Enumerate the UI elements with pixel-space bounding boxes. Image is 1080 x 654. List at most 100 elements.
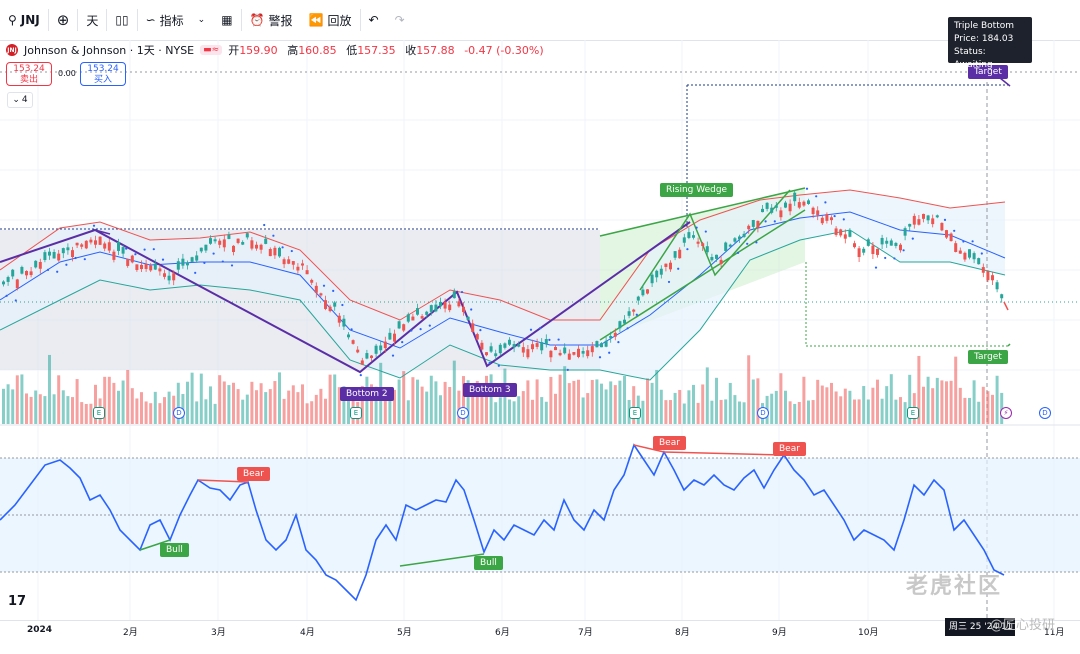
rising-wedge-label[interactable]: Rising Wedge [660,183,734,197]
candle-body [774,205,778,208]
symbol-search[interactable]: ⚲ JNJ [0,0,48,40]
psar-dot [539,326,542,330]
symbol-title: Johnson & Johnson · 1天 · NYSE [24,44,195,57]
close-label: 收 [405,44,417,57]
alert-button[interactable]: ⏰ 警报 [242,0,301,40]
volume-bar [314,394,318,424]
volume-bar [121,380,125,424]
sell-price: 153.24 [13,64,45,74]
volume-bar [48,354,51,424]
volume-bar [319,388,323,424]
volume-bar [719,399,723,424]
volume-bar [103,376,107,424]
alert-label: 警报 [268,13,293,28]
watermark-text: 老虎社区 [906,574,1003,599]
volume-bar [222,381,226,424]
volume-bar [11,389,15,424]
tooltip-status: Status: Awaiting [954,47,993,70]
indicators-collapse-button[interactable]: ⌄ 4 [7,92,33,108]
tradingview-logo[interactable]: 17 [8,594,27,609]
target-bottom-label[interactable]: Target [968,350,1008,364]
undo-button[interactable]: ↶ [361,0,387,40]
dividend-event-icon[interactable]: D [1039,407,1051,419]
volume-bar [402,371,406,424]
indicators-button[interactable]: ∽ 指标 ⌄ [138,0,214,40]
candle-body [314,285,318,293]
axis-label: 5月 [397,628,412,638]
dividend-event-icon[interactable]: D [757,407,769,419]
earnings-event-icon[interactable]: E [350,407,362,419]
candle-body [66,247,70,251]
candle-body [673,251,677,258]
buy-button[interactable]: 153.24 买入 [80,62,126,86]
open-value: 159.90 [239,44,278,57]
bull-divergence-2 [399,553,485,567]
dividend-event-icon[interactable]: D [457,407,469,419]
watermark-author: @匠心投研 [990,618,1056,633]
chart-type-button[interactable]: ▯▯ [107,0,136,40]
split-event-icon[interactable]: ⚡ [1000,407,1012,419]
replay-button[interactable]: ⏪ 回放 [301,0,360,40]
price-chart[interactable] [0,0,1080,620]
earnings-event-icon[interactable]: E [907,407,919,419]
candle-body [379,345,383,351]
bottom2-label[interactable]: Bottom 2 [340,387,394,401]
dividend-event-icon[interactable]: D [173,407,185,419]
volume-bar [94,384,97,424]
symbol-info-bar: JNJ Johnson & Johnson · 1天 · NYSE ▬≈ 开15… [6,42,550,58]
axis-label: 10月 [858,628,879,638]
interval-button[interactable]: 天 [78,0,106,40]
volume-bar [646,378,649,424]
candle-body [301,263,304,266]
volume-bar [788,401,792,424]
bear-label-3[interactable]: Bear [773,442,806,456]
volume-bar [287,390,291,424]
candle-body [273,247,277,256]
compare-button[interactable]: ⊕ [49,0,78,40]
alarm-icon: ⏰ [249,13,265,27]
candle-body [411,316,415,321]
axis-label: 11月 [1044,628,1065,638]
earnings-event-icon[interactable]: E [93,407,105,419]
target-top-label[interactable]: Target [968,65,1008,79]
candle-body [876,248,879,255]
volume-bar [954,356,958,424]
candle-body [765,202,769,209]
psar-dot [686,248,689,251]
tooltip-title: Triple Bottom [954,21,1014,31]
candle-body [268,249,272,257]
redo-button[interactable]: ↷ [387,0,413,40]
candle-body [866,239,870,246]
volume-bar [153,391,157,424]
time-axis[interactable]: 2024 2月 3月 4月 5月 6月 7月 8月 9月 10月 11月 [0,620,1080,650]
layout-button[interactable]: ▦ [213,0,240,40]
candle-body [820,217,824,224]
candle-body [830,217,833,221]
volume-bar [158,403,162,424]
volume-bar [590,379,594,424]
candle-body [135,264,139,270]
bull-label-1[interactable]: Bull [160,543,189,557]
volume-bar [190,372,194,424]
bear-label-1[interactable]: Bear [237,467,270,481]
psar-dot [815,195,818,198]
volume-bar [797,402,801,424]
candle-body [508,339,511,345]
psar-dot [824,201,827,204]
bull-label-2[interactable]: Bull [474,556,503,570]
psar-dot [953,229,956,232]
candle-body [604,340,608,347]
visibility-toggle[interactable]: ▬≈ [200,45,223,55]
volume-bar [604,389,608,424]
divider [77,9,79,31]
bottom3-label[interactable]: Bottom 3 [463,383,517,397]
sell-button[interactable]: 153.24 卖出 [6,62,52,86]
earnings-event-icon[interactable]: E [629,407,641,419]
volume-bar [452,360,456,424]
candle-body [328,306,332,312]
volume-bar [830,382,833,424]
candle-body [434,304,438,312]
psar-dot [194,271,197,274]
bear-label-2[interactable]: Bear [653,436,686,450]
candle-body [112,251,116,260]
